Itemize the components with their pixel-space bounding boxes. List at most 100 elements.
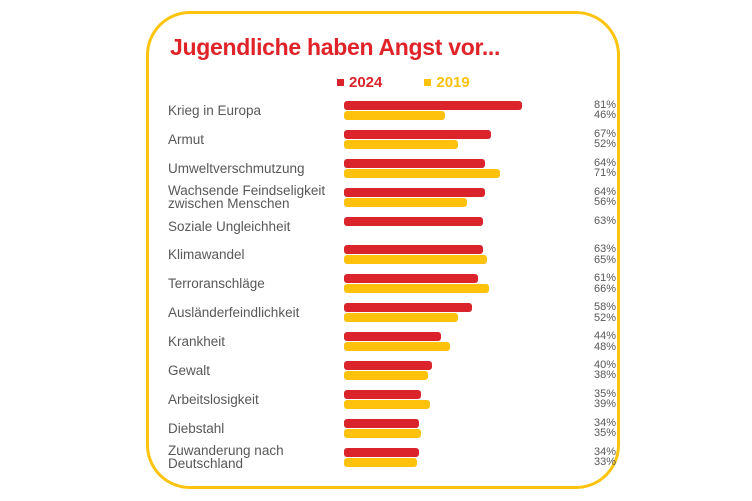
bar-group — [344, 129, 572, 149]
bar-2024 — [344, 332, 441, 342]
category-label: Umweltverschmutzung — [168, 160, 305, 176]
value-2019: 66% — [593, 282, 616, 295]
bar-2019 — [344, 342, 450, 352]
category-label: Krieg in Europa — [168, 102, 262, 118]
value-2019: 35% — [593, 427, 616, 440]
chart-row: Umweltverschmutzung 64% 71% — [168, 154, 616, 183]
bar-2019 — [344, 370, 428, 380]
chart-row: Arbeitslosigkeit 35% 39% — [168, 385, 616, 414]
chart-row: Terroranschläge 61% 66% — [168, 269, 616, 298]
category-label: Zuwanderung nach Deutschland — [168, 443, 284, 472]
value-labels: 63% 65% — [572, 244, 616, 265]
bar-group — [344, 303, 572, 323]
value-2019: 48% — [593, 340, 616, 353]
category-label: Gewalt — [168, 362, 211, 378]
legend-swatch-icon — [424, 79, 432, 86]
category-label: Terroranschläge — [168, 276, 265, 292]
legend: 2024 2019 — [337, 75, 470, 90]
bar-group — [344, 389, 572, 409]
bar-2019 — [344, 399, 430, 409]
chart-row: Armut 67% 52% — [168, 125, 616, 154]
bar-group — [344, 187, 572, 207]
value-labels: 63% — [572, 214, 616, 237]
chart-card: Jugendliche haben Angst vor... 2024 2019 … — [146, 11, 620, 489]
value-2019: 38% — [593, 369, 616, 382]
bar-group — [344, 418, 572, 438]
value-labels: 34% 35% — [572, 417, 616, 440]
value-labels: 58% 52% — [572, 302, 616, 323]
value-2024: 34% — [593, 445, 616, 458]
bar-group — [344, 216, 572, 236]
bar-2024 — [344, 245, 483, 255]
chart-row: Gewalt 40% 38% — [168, 356, 616, 385]
value-labels: 44% 48% — [572, 331, 616, 352]
bar-group — [344, 274, 572, 294]
value-labels: 64% 56% — [572, 186, 616, 209]
bar-2019 — [344, 457, 417, 467]
value-labels: 34% 33% — [572, 445, 616, 469]
category-label: Klimawandel — [168, 247, 245, 263]
value-2019: 52% — [593, 138, 616, 151]
bar-2019 — [344, 139, 459, 149]
value-2019: 52% — [593, 311, 616, 324]
legend-swatch-icon — [337, 79, 344, 86]
legend-item-2019: 2019 — [424, 75, 470, 90]
value-2019: 39% — [593, 398, 616, 411]
bar-2019 — [344, 197, 468, 207]
bar-2024 — [344, 274, 479, 284]
value-2019: 33% — [593, 456, 616, 469]
bar-group — [344, 100, 572, 120]
bar-group — [344, 360, 572, 380]
bar-2024 — [344, 360, 432, 370]
legend-item-2024: 2024 — [337, 75, 382, 90]
bar-2024 — [344, 389, 421, 399]
chart-row: Soziale Ungleichheit 63% — [168, 212, 616, 241]
bar-group — [344, 245, 572, 265]
value-2019: 56% — [593, 196, 616, 209]
category-label: Wachsende Feindseligkeit zwischen Mensch… — [168, 183, 326, 212]
bar-2024 — [344, 158, 485, 168]
legend-label: 2024 — [349, 74, 383, 91]
bar-group — [344, 447, 572, 467]
value-2019 — [572, 226, 616, 237]
bar-2024 — [344, 100, 523, 110]
value-labels: 35% 39% — [572, 389, 616, 410]
category-label: Diebstahl — [168, 420, 225, 436]
bar-2024 — [344, 418, 419, 428]
value-2019: 65% — [593, 253, 616, 266]
value-2024: 58% — [593, 301, 616, 314]
bar-2019 — [344, 428, 421, 438]
chart-row: Ausländerfeindlichkeit 58% 52% — [168, 298, 616, 327]
bar-2019 — [344, 110, 446, 120]
value-2024: 35% — [593, 387, 616, 400]
chart-row: Krieg in Europa 81% 46% — [168, 96, 616, 125]
bar-2024 — [344, 187, 485, 197]
category-label: Arbeitslosigkeit — [168, 391, 259, 407]
category-label: Krankheit — [168, 334, 226, 350]
value-2024: 63% — [593, 243, 616, 256]
bar-group — [344, 158, 572, 178]
value-2024: 81% — [593, 98, 616, 111]
value-labels: 81% 46% — [572, 100, 616, 121]
value-labels: 61% 66% — [572, 273, 616, 294]
chart-row: Wachsende Feindseligkeit zwischen Mensch… — [168, 183, 616, 212]
value-2019: 71% — [593, 167, 616, 180]
bar-2024 — [344, 447, 419, 457]
chart-row: Krankheit 44% 48% — [168, 327, 616, 356]
value-2024: 44% — [593, 330, 616, 343]
bar-2024 — [344, 303, 472, 313]
value-labels: 40% 38% — [572, 360, 616, 381]
bar-group — [344, 332, 572, 352]
value-2024: 64% — [593, 156, 616, 169]
bar-2024 — [344, 216, 483, 226]
bar-2024 — [344, 129, 492, 139]
chart-row: Diebstahl 34% 35% — [168, 414, 616, 443]
value-2019: 46% — [593, 109, 616, 122]
value-labels: 64% 71% — [572, 156, 616, 180]
chart-rows: Krieg in Europa 81% 46% Armut 67% 52% Umweltve… — [168, 96, 616, 472]
value-2024: 61% — [593, 272, 616, 285]
value-2024: 63% — [593, 214, 616, 227]
category-label: Soziale Ungleichheit — [168, 218, 291, 234]
value-2024: 67% — [593, 127, 616, 140]
